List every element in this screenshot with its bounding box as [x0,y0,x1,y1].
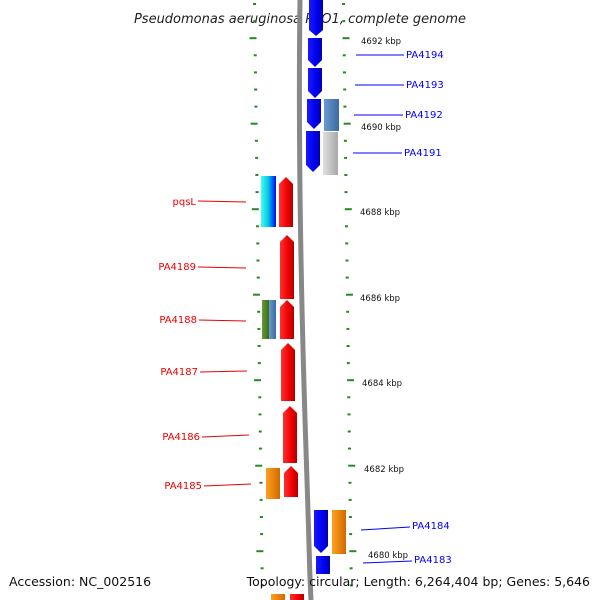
gene-feature[interactable] [280,235,294,299]
gene-feature[interactable] [271,594,285,600]
topology-text: Topology: circular; Length: 6,264,404 bp… [246,574,590,589]
gene-feature[interactable] [279,177,293,227]
gene-feature[interactable] [269,300,276,339]
gene-feature[interactable] [284,466,298,497]
gene-feature[interactable] [324,99,339,131]
gene-feature[interactable] [314,510,328,553]
gene-feature[interactable] [308,68,322,98]
gene-label-pa4188[interactable]: PA4188 [159,315,197,326]
gene-feature[interactable] [281,343,295,401]
gene-feature[interactable] [308,38,322,67]
gene-label-pa4189[interactable]: PA4189 [158,262,196,273]
kbp-label: 4692 kbp [361,37,401,47]
gene-label-pa4184[interactable]: PA4184 [412,521,450,532]
gene-label-pqsl[interactable]: pqsL [173,197,197,208]
kbp-label: 4682 kbp [364,465,404,475]
gene-label-pa4194[interactable]: PA4194 [406,50,444,61]
gene-feature[interactable] [269,176,276,227]
gene-label-pa4191[interactable]: PA4191 [404,148,442,159]
gene-feature[interactable] [261,176,269,227]
gene-label-pa4185[interactable]: PA4185 [164,481,202,492]
gene-feature[interactable] [309,0,323,36]
gene-feature[interactable] [306,131,320,172]
kbp-label: 4680 kbp [368,551,408,561]
gene-label-pa4193[interactable]: PA4193 [406,80,444,91]
gene-label-pa4186[interactable]: PA4186 [162,432,200,443]
reverse-strand-genes [261,176,304,600]
kbp-label: 4690 kbp [361,123,401,133]
kbp-label: 4684 kbp [362,379,402,389]
gene-feature[interactable] [266,468,280,499]
accession-text: Accession: NC_002516 [9,574,151,589]
gene-label-pa4183[interactable]: PA4183 [414,555,452,566]
kbp-label: 4686 kbp [360,294,400,304]
kbp-label: 4688 kbp [360,208,400,218]
gene-feature[interactable] [262,300,269,339]
gene-feature[interactable] [307,99,321,129]
right-gene-labels: PA4194 PA4193 PA4192 PA4191 PA4184 PA418… [353,50,452,566]
forward-strand-genes [306,0,346,574]
kbp-scale: 4692 kbp 4690 kbp 4688 kbp 4686 kbp 4684… [360,37,408,561]
gene-feature[interactable] [316,556,330,574]
gene-feature[interactable] [323,132,338,175]
gene-feature[interactable] [290,594,304,600]
gene-label-pa4187[interactable]: PA4187 [160,367,198,378]
gene-label-pa4192[interactable]: PA4192 [405,110,443,121]
left-gene-labels: pqsL PA4189 PA4188 PA4187 PA4186 PA4185 [158,197,252,492]
genome-backbone [296,0,314,600]
gene-feature[interactable] [332,510,346,554]
scale-ticks [249,3,357,587]
gene-feature[interactable] [283,406,297,463]
gene-feature[interactable] [280,300,294,339]
